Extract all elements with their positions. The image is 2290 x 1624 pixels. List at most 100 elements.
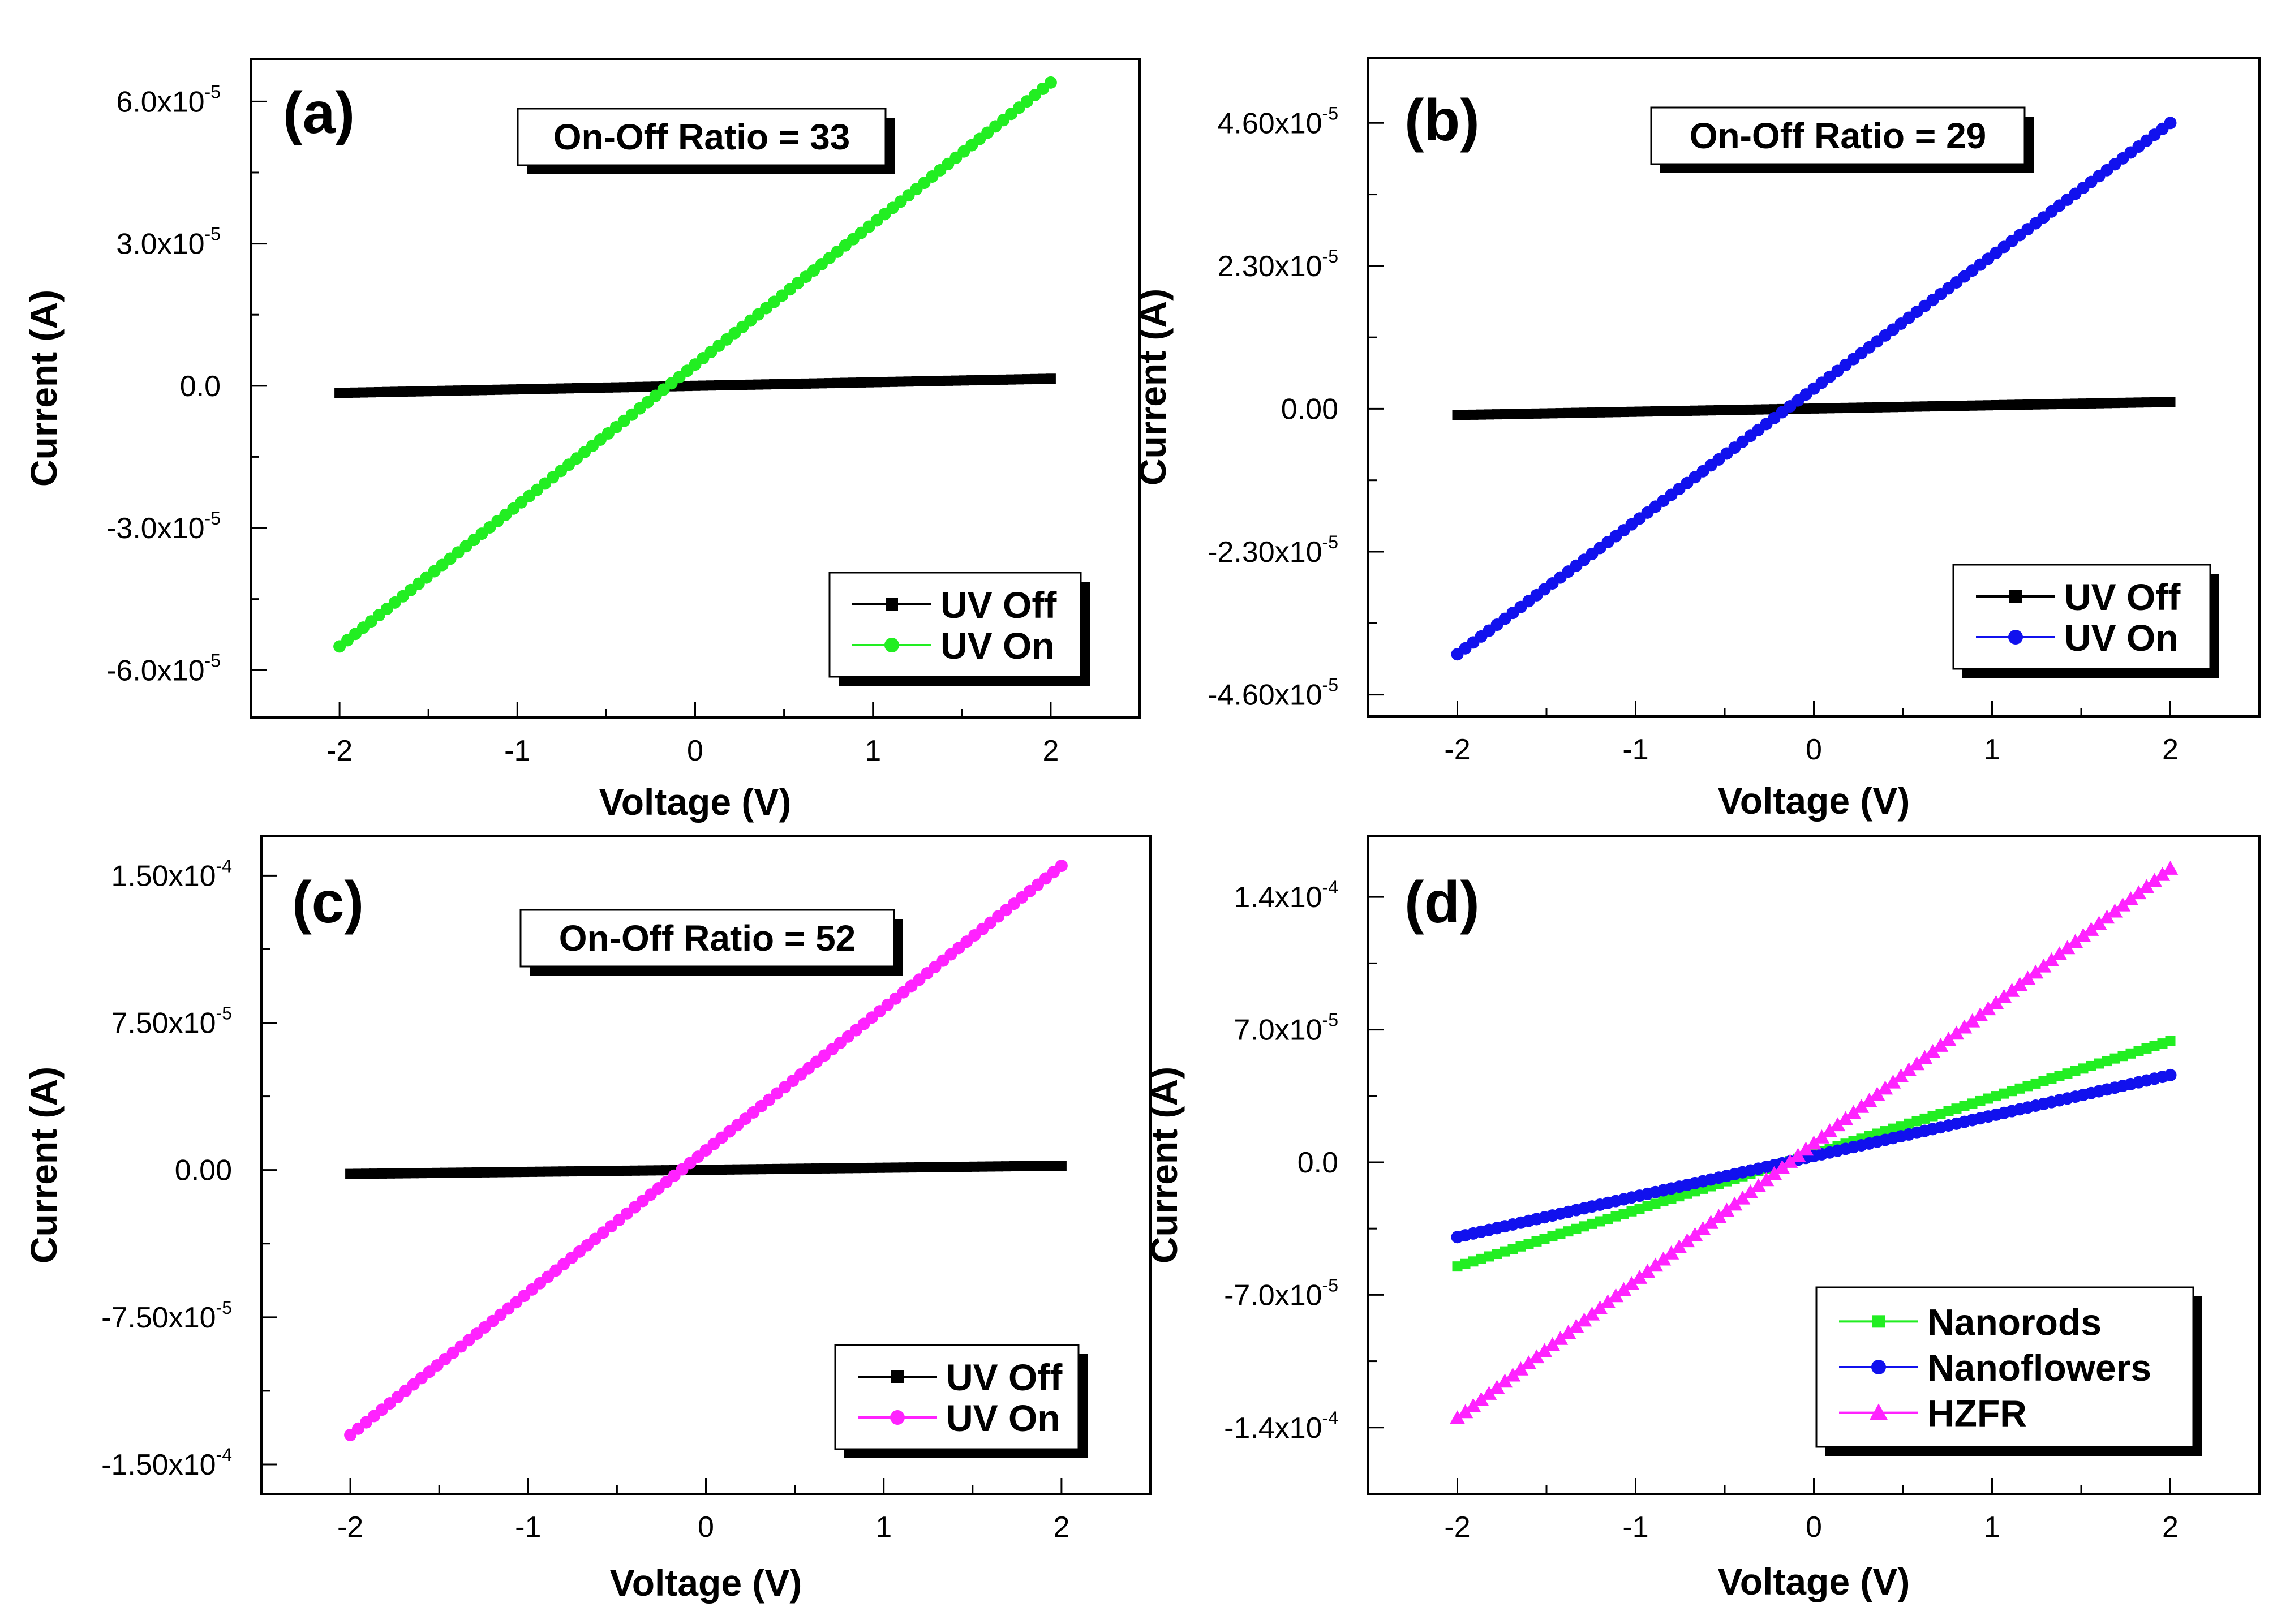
data-point (629, 1165, 640, 1176)
data-point (1885, 1074, 1901, 1089)
data-point (753, 379, 764, 390)
data-point (626, 382, 637, 393)
y-tick-label: -2.30x10-5 (1208, 532, 1338, 569)
data-point (1539, 1234, 1550, 1244)
data-point (342, 388, 353, 398)
legend-marker (1869, 1403, 1888, 1420)
data-point (2062, 398, 2073, 409)
data-point (914, 1162, 925, 1172)
y-tick-label: -7.50x10-5 (101, 1298, 232, 1334)
data-point (1901, 1062, 1917, 1077)
data-point (2109, 1053, 2120, 1064)
data-point (840, 377, 850, 388)
data-point (2146, 873, 2163, 887)
data-point (400, 1168, 411, 1179)
data-point (603, 382, 613, 393)
data-point (2165, 1036, 2176, 1046)
data-point (682, 381, 693, 392)
y-tick-label: -1.50x10-4 (101, 1445, 232, 1481)
x-tick-label: 1 (1984, 733, 2000, 766)
data-point (895, 376, 906, 387)
data-point (1460, 1258, 1471, 1269)
legend-marker (1872, 1315, 1885, 1328)
data-point (1044, 76, 1057, 89)
data-point (1951, 1103, 1962, 1114)
data-point (856, 377, 866, 388)
data-point (572, 383, 582, 393)
data-point (1650, 406, 1661, 417)
data-point (2027, 964, 2044, 979)
on-off-ratio-text: On-Off Ratio = 52 (559, 918, 856, 959)
data-point (566, 1166, 577, 1177)
data-point (440, 1167, 450, 1178)
data-point (1555, 1228, 1566, 1239)
y-tick-label: -4.60x10-5 (1208, 675, 1338, 712)
data-point (590, 1166, 600, 1176)
data-point (863, 377, 874, 388)
data-point (911, 376, 922, 386)
data-point (605, 1166, 616, 1176)
data-point (524, 384, 535, 394)
data-point (785, 379, 796, 389)
data-point (974, 375, 985, 385)
data-point (1552, 1331, 1569, 1345)
data-point (1917, 1050, 1933, 1064)
data-point (1682, 405, 1692, 416)
legend-entry: Nanoflowers (1927, 1347, 2151, 1389)
data-point (2043, 952, 2060, 966)
data-point (879, 377, 890, 388)
data-point (708, 1165, 719, 1175)
data-point (511, 1167, 522, 1178)
data-point (1888, 1123, 1898, 1134)
series-nanoflowers (1451, 1068, 2177, 1244)
data-point (2107, 903, 2123, 918)
data-point (1703, 1215, 1719, 1229)
data-point (587, 383, 598, 393)
y-tick-label: 7.0x10-5 (1234, 1010, 1338, 1047)
series-uv-off (1452, 397, 2176, 420)
data-point (819, 1163, 830, 1174)
data-point (2004, 982, 2020, 997)
data-point (429, 386, 440, 397)
data-point (780, 1163, 790, 1174)
data-point (1935, 401, 1946, 411)
data-point (1592, 1300, 1608, 1314)
data-point (866, 1162, 877, 1173)
data-point (2102, 1056, 2112, 1067)
panel-label: (d) (1404, 870, 1480, 935)
data-point (882, 1162, 893, 1173)
data-point (437, 385, 448, 396)
data-point (732, 1164, 743, 1175)
data-point (2070, 398, 2081, 409)
data-point (1014, 374, 1025, 385)
data-point (2075, 927, 2091, 942)
y-tick-label: -1.4x10-4 (1224, 1408, 1338, 1445)
annotation-box (517, 108, 887, 166)
data-point (796, 1163, 806, 1174)
data-point (801, 378, 811, 389)
data-point (1547, 1231, 1558, 1242)
data-point (368, 1168, 379, 1179)
data-point (1587, 1218, 1597, 1229)
data-point (835, 1163, 845, 1174)
data-point (745, 379, 756, 390)
data-point (1626, 1206, 1637, 1217)
data-point (858, 1163, 869, 1174)
data-point (345, 1168, 356, 1179)
y-tick-label: 0.00 (1281, 393, 1338, 426)
data-point (476, 385, 487, 396)
legend-box (834, 1344, 1080, 1450)
legend-entry: UV On (940, 625, 1055, 667)
data-point (1975, 1095, 1986, 1106)
x-tick-label: -1 (515, 1511, 541, 1544)
data-point (1056, 1161, 1067, 1171)
data-point (1806, 1135, 1822, 1150)
data-point (1816, 403, 1827, 414)
data-point (1492, 409, 1502, 420)
data-point (935, 376, 946, 386)
data-point (2125, 397, 2136, 408)
data-point (1864, 402, 1875, 413)
data-point (1576, 1312, 1592, 1327)
x-tick-label: 2 (2162, 1511, 2179, 1544)
data-point (1774, 1159, 1790, 1174)
